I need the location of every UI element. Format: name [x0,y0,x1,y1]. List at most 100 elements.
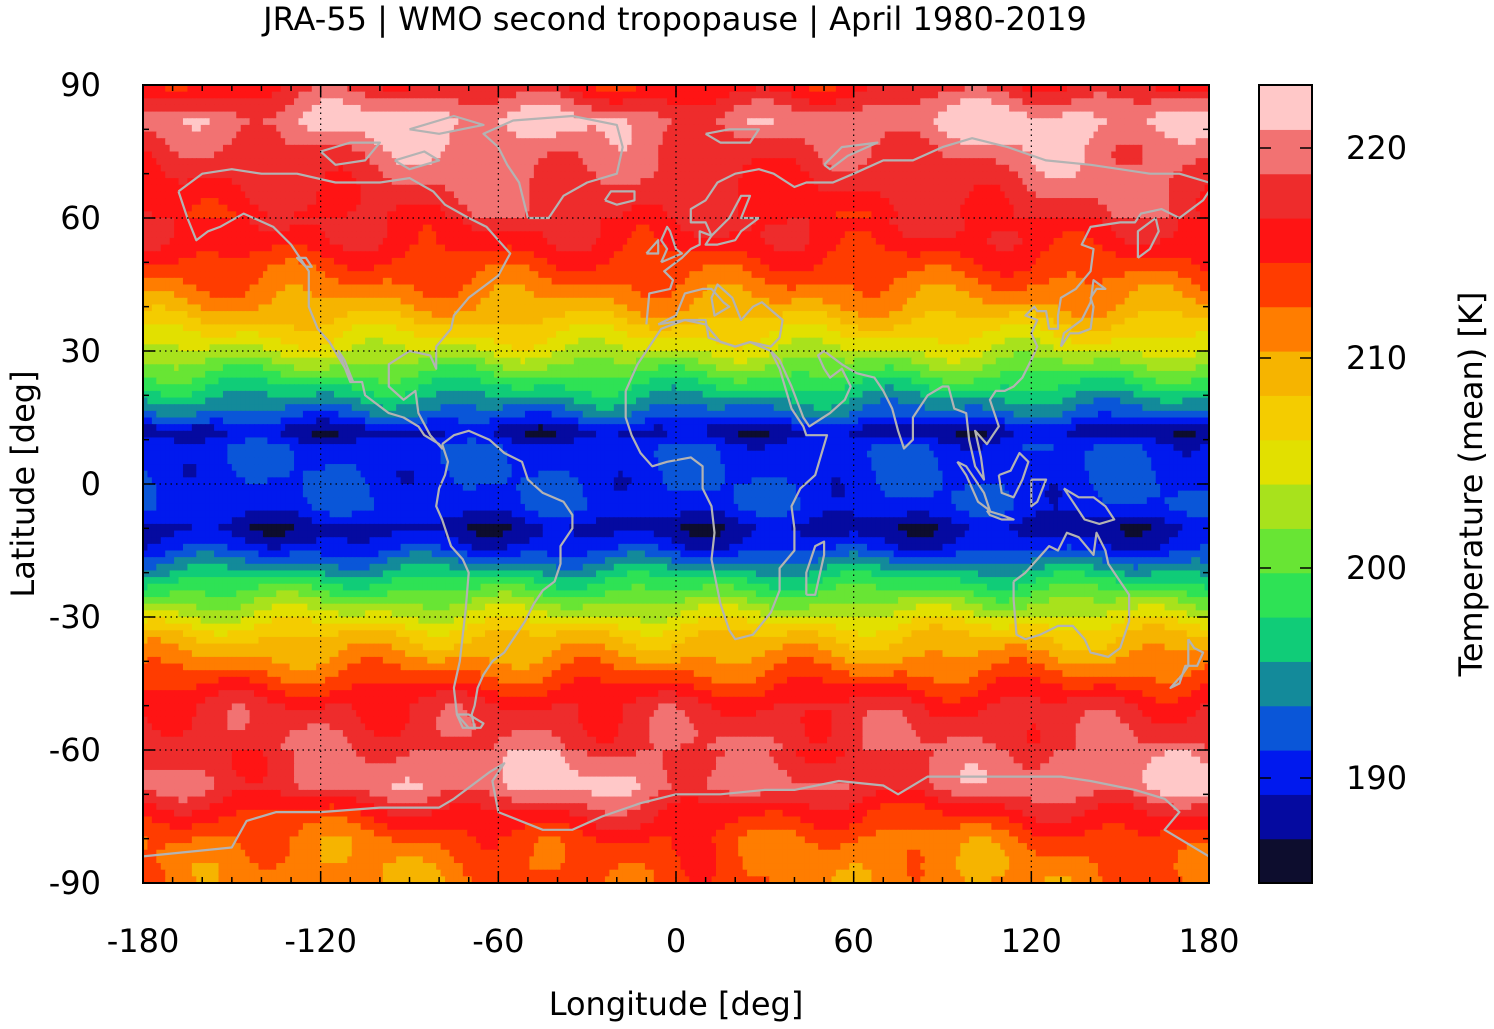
heatmap-cell [529,198,534,205]
heatmap-cell [267,152,272,159]
heatmap-cell [987,125,992,132]
heatmap-cell [716,105,721,112]
heatmap-cell [778,145,783,152]
heatmap-cell [179,218,184,225]
heatmap-cell [885,125,890,132]
heatmap-cell [338,132,343,139]
heatmap-cell [636,125,641,132]
heatmap-cell [636,105,641,112]
heatmap-cell [481,152,486,159]
heatmap-cell [787,92,792,99]
heatmap-cell [187,185,192,192]
heatmap-cell [1196,171,1201,178]
heatmap-cell [396,218,401,225]
heatmap-cell [1191,138,1196,145]
heatmap-cell [689,145,694,152]
heatmap-cell [831,218,836,225]
heatmap-cell [783,85,788,92]
heatmap-cell [258,152,263,159]
heatmap-cell [587,171,592,178]
heatmap-cell [343,132,348,139]
heatmap-cell [605,185,610,192]
heatmap-cell [352,185,357,192]
heatmap-cell [663,145,668,152]
heatmap-cell [729,112,734,119]
heatmap-cell [871,125,876,132]
heatmap-cell [947,105,952,112]
heatmap-cell [805,171,810,178]
heatmap-cell [454,165,459,172]
heatmap-cell [1125,191,1130,198]
heatmap-cell [645,205,650,212]
heatmap-cell [965,118,970,125]
heatmap-cell [1191,118,1196,125]
heatmap-cell [485,185,490,192]
heatmap-cell [1129,98,1134,105]
heatmap-cell [805,138,810,145]
heatmap-cell [783,138,788,145]
heatmap-cell [236,85,241,92]
heatmap-cell [938,112,943,119]
heatmap-cell [396,85,401,92]
heatmap-cell [654,178,659,185]
heatmap-cell [769,92,774,99]
heatmap-cell [1120,152,1125,159]
heatmap-cell [605,145,610,152]
heatmap-cell [147,145,152,152]
heatmap-cell [982,185,987,192]
heatmap-cell [1173,105,1178,112]
heatmap-cell [1022,158,1027,165]
heatmap-cell [583,145,588,152]
heatmap-cell [716,152,721,159]
heatmap-cell [831,92,836,99]
heatmap-cell [1005,112,1010,119]
heatmap-cell [472,171,477,178]
heatmap-cell [880,198,885,205]
heatmap-cell [934,92,939,99]
heatmap-cell [1160,185,1165,192]
heatmap-cell [205,205,210,212]
heatmap-cell [823,132,828,139]
heatmap-cell [1111,185,1116,192]
heatmap-cell [161,118,166,125]
heatmap-cell [383,145,388,152]
heatmap-cell [898,191,903,198]
heatmap-cell [889,171,894,178]
heatmap-cell [334,132,339,139]
heatmap-cell [596,98,601,105]
heatmap-cell [854,205,859,212]
heatmap-cell [1129,205,1134,212]
heatmap-cell [707,125,712,132]
heatmap-cell [374,191,379,198]
heatmap-cell [1102,191,1107,198]
heatmap-cell [738,165,743,172]
heatmap-cell [210,178,215,185]
heatmap-cell [512,218,517,225]
heatmap-cell [1165,138,1170,145]
heatmap-cell [903,205,908,212]
heatmap-cell [854,178,859,185]
heatmap-cell [303,198,308,205]
heatmap-cell [1031,92,1036,99]
heatmap-cell [196,92,201,99]
heatmap-cell [458,132,463,139]
heatmap-cell [716,118,721,125]
heatmap-cell [1076,132,1081,139]
heatmap-cell [356,145,361,152]
heatmap-cell [205,218,210,225]
heatmap-cell [489,158,494,165]
heatmap-cell [1014,171,1019,178]
heatmap-cell [800,105,805,112]
heatmap-cell [689,198,694,205]
heatmap-cell [796,218,801,225]
heatmap-cell [1142,98,1147,105]
heatmap-cell [281,145,286,152]
heatmap-cell [227,152,232,159]
heatmap-cell [383,112,388,119]
heatmap-cell [805,132,810,139]
heatmap-cell [689,191,694,198]
heatmap-cell [187,171,192,178]
heatmap-cell [1000,191,1005,198]
heatmap-cell [547,158,552,165]
heatmap-cell [1147,132,1152,139]
